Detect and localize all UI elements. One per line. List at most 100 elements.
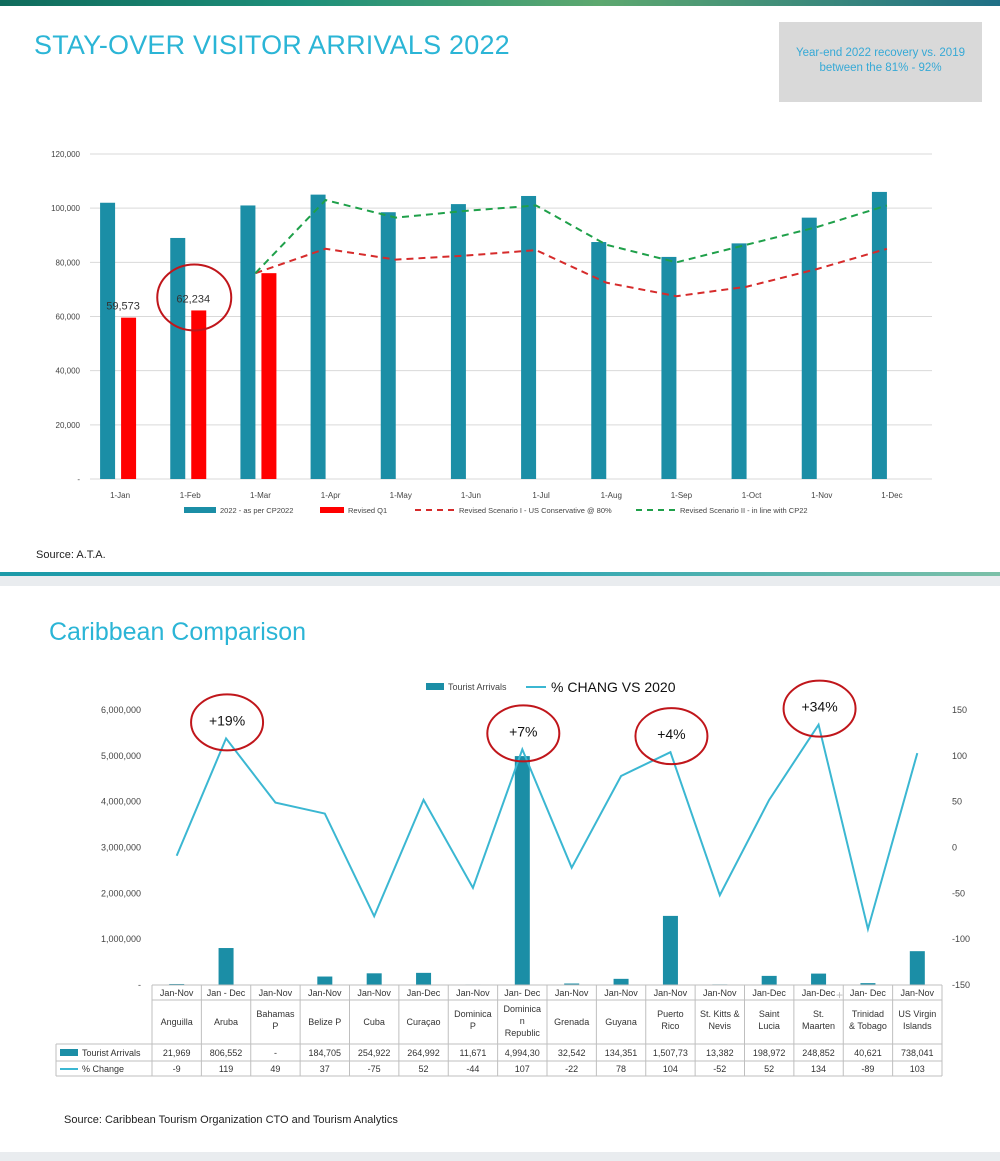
annotation-label: +34% [801,699,837,715]
country-label: & Tobago [849,1021,887,1031]
data-label: 59,573 [106,301,140,313]
x-tick-label: 1-Oct [742,491,762,500]
y-tick-label: 20,000 [56,421,81,430]
bar-tourist-arrivals [169,983,185,985]
bar-tourist-arrivals [761,975,777,985]
legend-swatch [320,507,344,513]
y-tick-label: - [77,475,80,484]
y-tick-label: 120,000 [51,150,80,159]
x-tick-label: 1-Dec [881,491,902,500]
data-label: 62,234 [176,293,210,305]
country-label: Belize P [308,1017,341,1027]
period-label: Jan - Dec [207,988,246,998]
table-cell-pct-change: 52 [419,1064,429,1074]
country-label: Nevis [709,1021,732,1031]
table-cell-pct-change: -44 [466,1064,479,1074]
bar-tourist-arrivals [860,983,876,985]
country-label: Saint [759,1009,780,1019]
period-label: Jan-Nov [901,988,935,998]
period-label: Jan- Dec [504,988,541,998]
slide-stay-over-arrivals: STAY-OVER VISITOR ARRIVALS 2022 Year-end… [4,6,996,572]
country-label: P [470,1021,476,1031]
country-label: St. [813,1009,824,1019]
table-cell-pct-change: 37 [320,1064,330,1074]
y-tick-label: 80,000 [56,258,81,267]
highlight-circle [486,704,561,763]
legend-swatch [426,683,444,690]
table-cell-pct-change: 119 [219,1064,233,1074]
bar-revised-q1 [261,273,277,479]
y-tick-label: 60,000 [56,313,81,322]
bar-2022-cp2022 [731,243,747,479]
y-tick-label: 100,000 [51,204,80,213]
bar-tourist-arrivals [564,983,580,985]
period-label: Jan- Dec [850,988,887,998]
annotation-label: +4% [657,726,685,742]
table-cell-arrivals: 1,507,73 [653,1048,688,1058]
country-label: Puerto [657,1009,684,1019]
period-label: Jan-Nov [555,988,589,998]
table-cell-arrivals: 264,992 [407,1048,440,1058]
slide-separator [0,572,1000,586]
bar-tourist-arrivals [317,976,333,985]
line-scenario-1 [255,247,888,298]
y-right-tick-label: 150 [952,705,967,715]
period-label: Jan-Dec [407,988,441,998]
period-label: Jan-Nov [357,988,391,998]
bar-tourist-arrivals [218,948,234,985]
table-cell-arrivals: 254,922 [358,1048,391,1058]
bar-2022-cp2022 [240,205,256,480]
country-label: St. Kitts & [700,1009,740,1019]
country-label: P [272,1021,278,1031]
x-tick-label: 1-May [390,491,412,500]
y-right-tick-label: 0 [952,843,957,853]
table-cell-pct-change: 104 [663,1064,678,1074]
bar-2022-cp2022 [310,194,326,479]
period-label: Jan-Nov [259,988,293,998]
bar-2022-cp2022 [871,191,887,479]
y-left-tick-label: 3,000,000 [101,843,141,853]
arrivals-chart: - 20,000 40,000 60,000 80,000 100,000 120,000 1… [51,150,932,515]
period-label: Jan-Nov [160,988,194,998]
slide-caribbean-comparison: Caribbean Comparison - 1,000,000 2,000,000… [4,586,996,1152]
period-label: Jan-Dec [752,988,786,998]
period-label: Jan-Nov [604,988,638,998]
bar-2022-cp2022 [591,242,607,479]
x-tick-label: 1-Nov [811,491,832,500]
country-label: Anguilla [161,1017,193,1027]
bar-tourist-arrivals [416,972,432,985]
period-label: Jan-Nov [456,988,490,998]
separator-accent [0,572,1000,576]
x-tick-label: 1-Aug [601,491,622,500]
bar-2022-cp2022 [380,212,396,479]
country-label: Islands [903,1021,932,1031]
bar-revised-q1 [121,317,137,479]
table-cell-arrivals: 13,382 [706,1048,734,1058]
x-tick-label: 1-Jan [110,491,130,500]
table-cell-pct-change: 52 [764,1064,774,1074]
x-tick-label: 1-Apr [321,491,341,500]
caribbean-chart: - 1,000,000 2,000,000 3,000,000 4,000,000 5,0… [55,679,970,1077]
y-right-tick-label: -50 [952,888,965,898]
source-note: Source: A.T.A. [36,549,106,561]
bar-tourist-arrivals [366,973,382,985]
table-cell-pct-change: 49 [270,1064,280,1074]
source-note: Source: Caribbean Tourism Organization C… [64,1114,398,1126]
y-right-tick-label: -150 [952,980,970,990]
table-cell-pct-change: -22 [565,1064,578,1074]
row-header: % Change [82,1064,124,1074]
y-left-tick-label: - [138,980,141,990]
period-label: Jan-Dec [802,988,836,998]
y-right-tick-label: 100 [952,751,967,761]
country-label: n [520,1016,525,1026]
period-label: Jan-Nov [703,988,737,998]
bar-tourist-arrivals [613,978,629,985]
highlight-circle [634,707,709,766]
period-label: Jan-Nov [654,988,688,998]
bar-revised-q1 [191,310,207,479]
table-cell-arrivals: 198,972 [753,1048,786,1058]
table-cell-pct-change: -52 [713,1064,726,1074]
country-label: Curaçao [407,1017,441,1027]
top-photo-strip [0,0,1000,6]
y-tick-label: 40,000 [56,367,81,376]
